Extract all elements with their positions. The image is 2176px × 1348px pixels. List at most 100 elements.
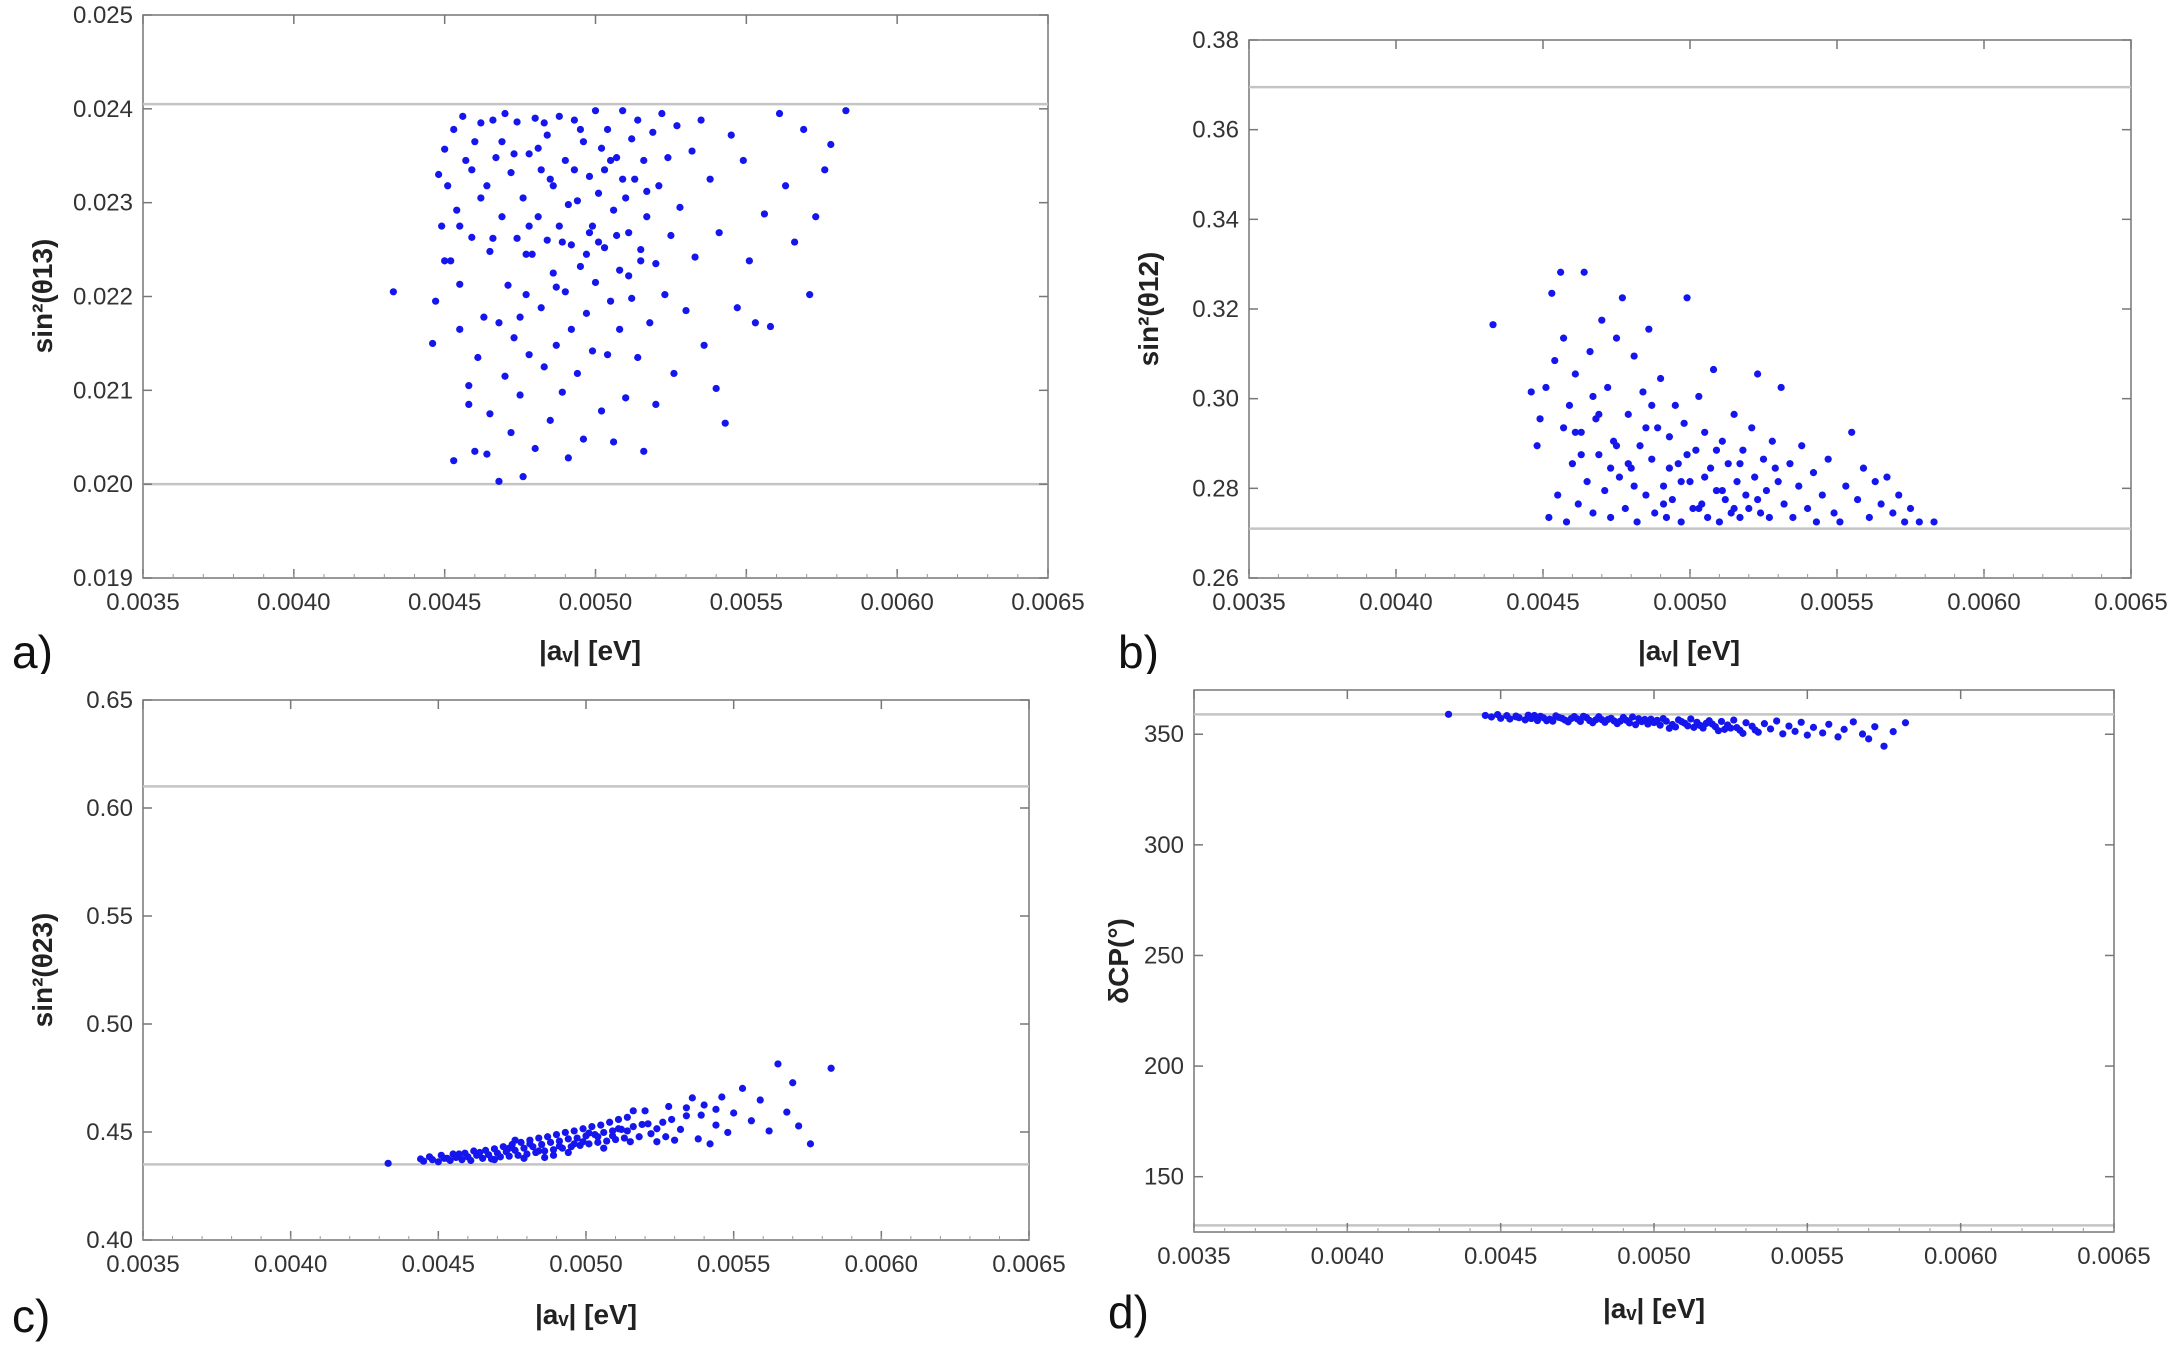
- data-point: [727, 131, 735, 139]
- data-point: [1930, 518, 1938, 526]
- data-point: [1701, 428, 1709, 436]
- data-point: [537, 304, 545, 312]
- plot-frame-d: [1193, 689, 2115, 1233]
- data-point: [537, 166, 545, 174]
- data-point: [628, 294, 636, 302]
- data-point: [546, 416, 554, 424]
- data-point: [1877, 500, 1885, 508]
- data-point: [1818, 491, 1826, 499]
- data-point: [1536, 415, 1544, 423]
- x-tick-label: 0.0050: [549, 1251, 622, 1278]
- data-point: [688, 1094, 696, 1102]
- data-point: [646, 319, 654, 327]
- y-tick-label: 250: [1144, 942, 1184, 969]
- data-point: [1865, 735, 1873, 743]
- data-point: [1901, 518, 1909, 526]
- data-point: [1889, 727, 1897, 736]
- data-point: [520, 1154, 528, 1162]
- data-point: [640, 156, 648, 165]
- data-point: [603, 1137, 611, 1145]
- data-point: [1724, 460, 1732, 468]
- data-point: [1530, 711, 1538, 720]
- data-point: [1662, 717, 1670, 725]
- data-point: [724, 1128, 732, 1137]
- data-point: [1481, 711, 1489, 720]
- data-point: [525, 150, 533, 158]
- data-point: [640, 447, 648, 455]
- data-point: [795, 1122, 803, 1130]
- data-point: [1730, 716, 1738, 724]
- data-point: [489, 234, 497, 242]
- x-tick-label: 0.0065: [2077, 1243, 2150, 1270]
- x-tick-label: 0.0035: [1157, 1243, 1230, 1270]
- data-point: [1695, 392, 1703, 401]
- data-point: [1568, 460, 1576, 468]
- data-point: [428, 1156, 437, 1164]
- data-point: [619, 175, 627, 183]
- x-tick-label: 0.0060: [1924, 1243, 1997, 1270]
- data-point: [1756, 509, 1765, 517]
- data-point: [774, 1060, 782, 1068]
- y-tick-label: 0.65: [86, 687, 133, 714]
- data-point: [471, 447, 479, 455]
- y-tick-label: 0.34: [1192, 206, 1239, 233]
- data-point: [676, 1125, 685, 1134]
- data-point: [635, 1133, 643, 1141]
- data-point: [1871, 723, 1879, 731]
- data-point: [1812, 518, 1821, 526]
- data-point: [1865, 513, 1873, 522]
- data-point: [588, 222, 597, 230]
- data-point: [1721, 495, 1729, 504]
- data-point: [821, 166, 829, 174]
- data-point: [1595, 451, 1603, 459]
- data-point: [1648, 401, 1656, 409]
- data-point: [1809, 469, 1818, 477]
- data-point: [597, 1121, 605, 1129]
- data-point: [544, 1133, 552, 1141]
- data-point: [555, 1137, 564, 1145]
- data-point: [1551, 356, 1559, 365]
- x-tick-label: 0.0035: [106, 1251, 179, 1278]
- data-point: [561, 1128, 569, 1137]
- data-point: [1736, 513, 1744, 522]
- data-point: [600, 166, 609, 174]
- data-point: [495, 319, 503, 327]
- data-point: [1883, 473, 1891, 481]
- scatter-points-c: [384, 1060, 835, 1167]
- data-point: [647, 1130, 655, 1138]
- data-point: [541, 1153, 549, 1162]
- data-point: [682, 1104, 691, 1112]
- data-point: [671, 1136, 679, 1144]
- data-point: [564, 200, 572, 209]
- data-point: [608, 1132, 617, 1140]
- x-tick-label: 0.0050: [1617, 1243, 1690, 1270]
- data-point: [1625, 719, 1634, 727]
- panel-d-chart: 0.0035 0.0040 0.0045 0.0050 0.0055 0.0060 0.00…: [1103, 689, 2151, 1338]
- data-point: [619, 107, 627, 115]
- data-point: [1612, 334, 1621, 342]
- data-point: [1768, 437, 1776, 445]
- panel-b-chart: 0.0035 0.0040 0.0045 0.0050 0.0055 0.0060 0.00…: [1118, 27, 2168, 674]
- data-point: [649, 128, 657, 136]
- data-point: [1545, 513, 1553, 522]
- data-point: [700, 1101, 708, 1109]
- data-point: [514, 1151, 522, 1159]
- data-point: [661, 291, 669, 299]
- data-point: [616, 325, 624, 333]
- data-point: [498, 138, 506, 146]
- data-point: [594, 238, 603, 246]
- x-tick-label: 0.0060: [1947, 589, 2020, 616]
- x-tick-label: 0.0045: [408, 589, 481, 616]
- data-point: [501, 109, 509, 118]
- data-point: [570, 1140, 578, 1148]
- data-point: [389, 288, 397, 296]
- data-point: [791, 238, 799, 246]
- data-point: [652, 260, 660, 268]
- data-point: [638, 1120, 646, 1129]
- data-point: [594, 1138, 602, 1146]
- data-point: [600, 1128, 608, 1137]
- data-point: [812, 213, 820, 221]
- data-point: [570, 116, 578, 124]
- data-point: [1639, 388, 1647, 396]
